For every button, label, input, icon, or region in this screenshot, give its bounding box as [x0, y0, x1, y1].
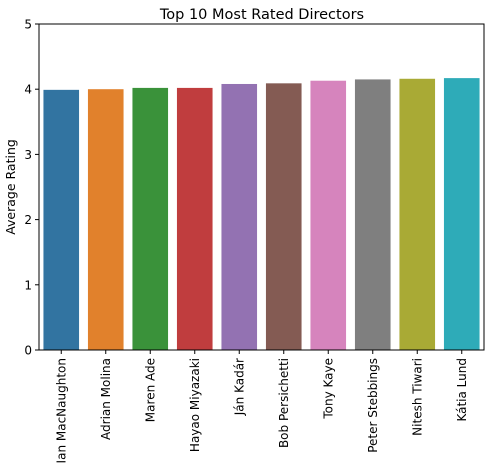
x-tick-label-2: Maren Ade — [143, 358, 157, 422]
y-tick-label-5: 5 — [24, 18, 32, 32]
bar-2 — [132, 88, 168, 350]
x-tick-label-3: Hayao Miyazaki — [188, 358, 202, 452]
x-tick-label-7: Peter Stebbings — [366, 358, 380, 453]
y-tick-label-0: 0 — [24, 344, 32, 358]
y-tick-label-2: 2 — [24, 213, 32, 227]
chart-title: Top 10 Most Rated Directors — [159, 7, 364, 23]
x-tick-label-1: Adrian Molina — [99, 358, 113, 440]
bar-8 — [399, 79, 435, 350]
bar-0 — [43, 90, 79, 350]
y-tick-label-1: 1 — [24, 278, 32, 292]
x-axis: Ian MacNaughton Adrian Molina Maren Ade Hay… — [54, 350, 469, 463]
x-tick-label-5: Bob Persichetti — [277, 358, 291, 448]
y-axis-label: Average Rating — [3, 139, 18, 235]
x-tick-label-6: Tony Kaye — [321, 358, 335, 420]
bar-7 — [355, 79, 391, 350]
x-tick-label-8: Nitesh Tiwari — [410, 358, 424, 436]
x-tick-label-0: Ian MacNaughton — [54, 358, 68, 463]
y-axis: 0 1 2 3 4 5 — [24, 18, 39, 358]
bar-9 — [444, 78, 480, 350]
bar-1 — [88, 89, 124, 350]
bar-6 — [310, 81, 346, 350]
x-tick-label-4: Ján Kadár — [232, 358, 246, 416]
y-tick-label-3: 3 — [24, 148, 32, 162]
x-tick-label-9: Kátia Lund — [455, 358, 469, 422]
y-tick-label-4: 4 — [24, 83, 32, 97]
bar-4 — [221, 84, 257, 350]
bars — [43, 78, 479, 350]
bar-5 — [266, 83, 302, 350]
bar-3 — [177, 88, 213, 350]
